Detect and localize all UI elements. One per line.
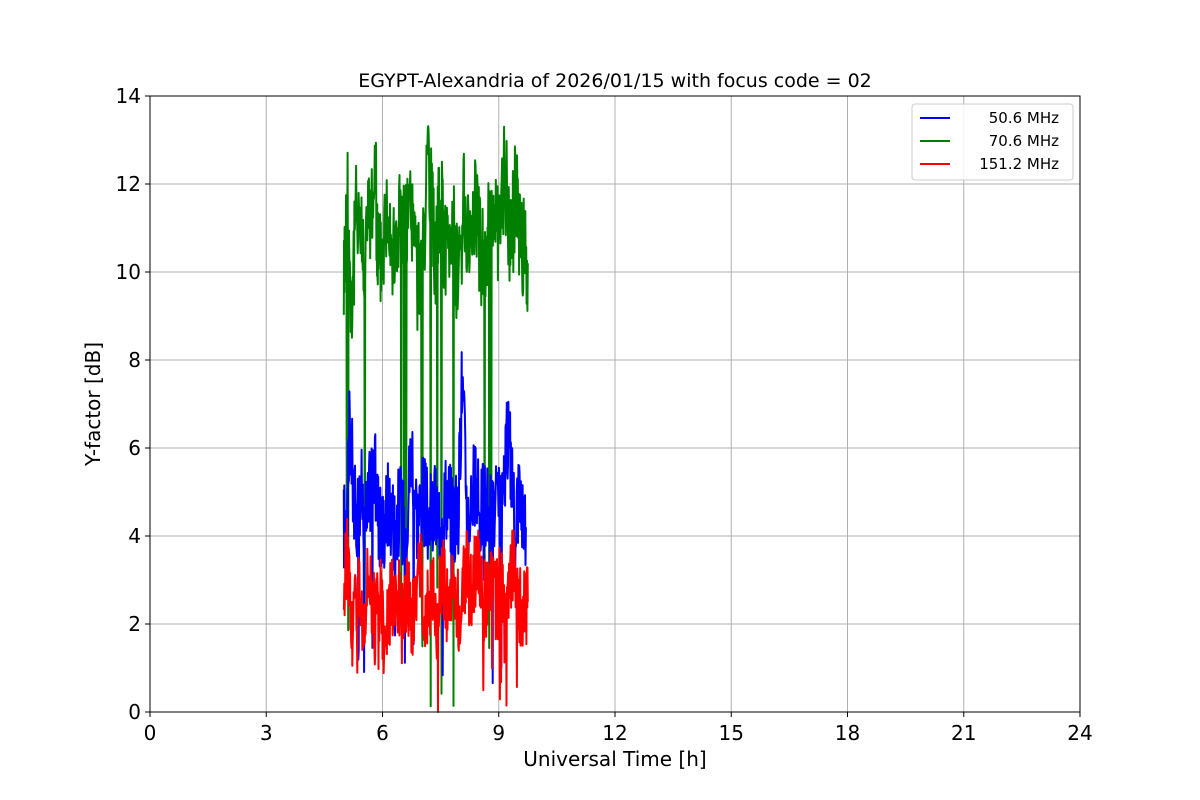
x-tick-label: 21 bbox=[951, 721, 976, 745]
series-line-1 bbox=[342, 125, 529, 708]
y-tick-label: 0 bbox=[128, 700, 141, 724]
legend-label: 70.6 MHz bbox=[989, 132, 1059, 150]
y-tick-label: 10 bbox=[116, 260, 141, 284]
plot-lines bbox=[342, 125, 529, 713]
x-tick-label: 0 bbox=[144, 721, 157, 745]
legend-label: 151.2 MHz bbox=[979, 155, 1059, 173]
chart-title: EGYPT-Alexandria of 2026/01/15 with focu… bbox=[358, 70, 872, 92]
y-tick-label: 6 bbox=[128, 436, 141, 460]
x-tick-label: 15 bbox=[719, 721, 744, 745]
x-tick-label: 12 bbox=[602, 721, 627, 745]
grid bbox=[149, 95, 1081, 713]
x-tick-label: 6 bbox=[376, 721, 389, 745]
y-tick-label: 14 bbox=[116, 84, 141, 108]
x-tick-label: 24 bbox=[1067, 721, 1092, 745]
y-tick-label: 8 bbox=[128, 348, 141, 372]
y-tick-label: 2 bbox=[128, 612, 141, 636]
y-axis-label: Y-factor [dB] bbox=[81, 342, 105, 467]
legend-label: 50.6 MHz bbox=[989, 109, 1059, 127]
x-axis-label: Universal Time [h] bbox=[523, 747, 706, 771]
legend: 50.6 MHz 70.6 MHz 151.2 MHz bbox=[911, 103, 1074, 181]
y-tick-label: 4 bbox=[128, 524, 141, 548]
x-tick-label: 18 bbox=[835, 721, 860, 745]
y-tick-label: 12 bbox=[116, 172, 141, 196]
x-tick-label: 3 bbox=[260, 721, 273, 745]
x-tick-label: 9 bbox=[492, 721, 505, 745]
legend-box bbox=[911, 103, 1074, 181]
series-line-2 bbox=[342, 517, 529, 713]
series-line-0 bbox=[342, 351, 527, 685]
